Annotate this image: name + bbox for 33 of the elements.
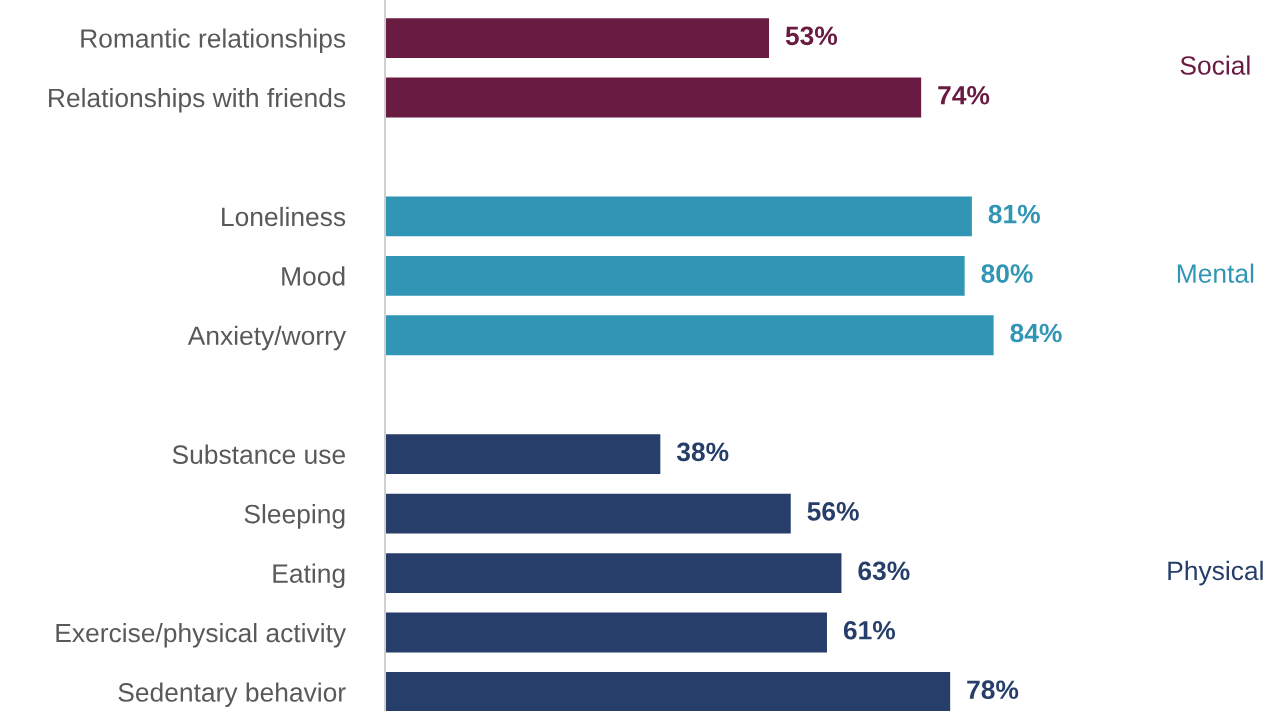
text: Social (1180, 55, 1250, 75)
text: Physical (1168, 560, 1263, 586)
bar (384, 493, 791, 534)
y-tick-label: Substance use (172, 444, 345, 465)
y-tick-label: Romantic relationships (81, 28, 346, 54)
y-tick-label: Loneliness (222, 206, 346, 227)
data-label: 63% (858, 561, 910, 581)
text: Mental (1177, 263, 1254, 283)
data-label: 61% (843, 620, 896, 640)
bar (384, 672, 951, 711)
y-tick-label: Sleeping (244, 504, 345, 529)
bar (384, 553, 842, 593)
data-label: 84% (1010, 323, 1062, 343)
y-tick-label: Sedentary behavior (118, 682, 346, 708)
bar (384, 18, 770, 58)
y-tick-label: Relationships with friends (49, 87, 346, 113)
bar (384, 255, 965, 296)
data-label: 78% (967, 680, 1019, 700)
bar (384, 77, 922, 118)
data-label: 74% (938, 85, 990, 105)
data-label: 56% (807, 502, 859, 521)
y-tick-label: Exercise/physical activity (56, 622, 347, 648)
bar (384, 196, 972, 237)
bar (384, 315, 994, 356)
data-label: 38% (676, 442, 729, 462)
bar (384, 434, 661, 475)
data-label: 81% (988, 204, 1040, 224)
bar (384, 612, 827, 653)
data-label: 53% (785, 26, 838, 46)
y-tick-label: Mood (282, 266, 345, 286)
data-label: 80% (981, 264, 1033, 283)
y-tick-label: Eating (273, 563, 345, 589)
y-tick-label: Anxiety/worry (187, 325, 347, 351)
